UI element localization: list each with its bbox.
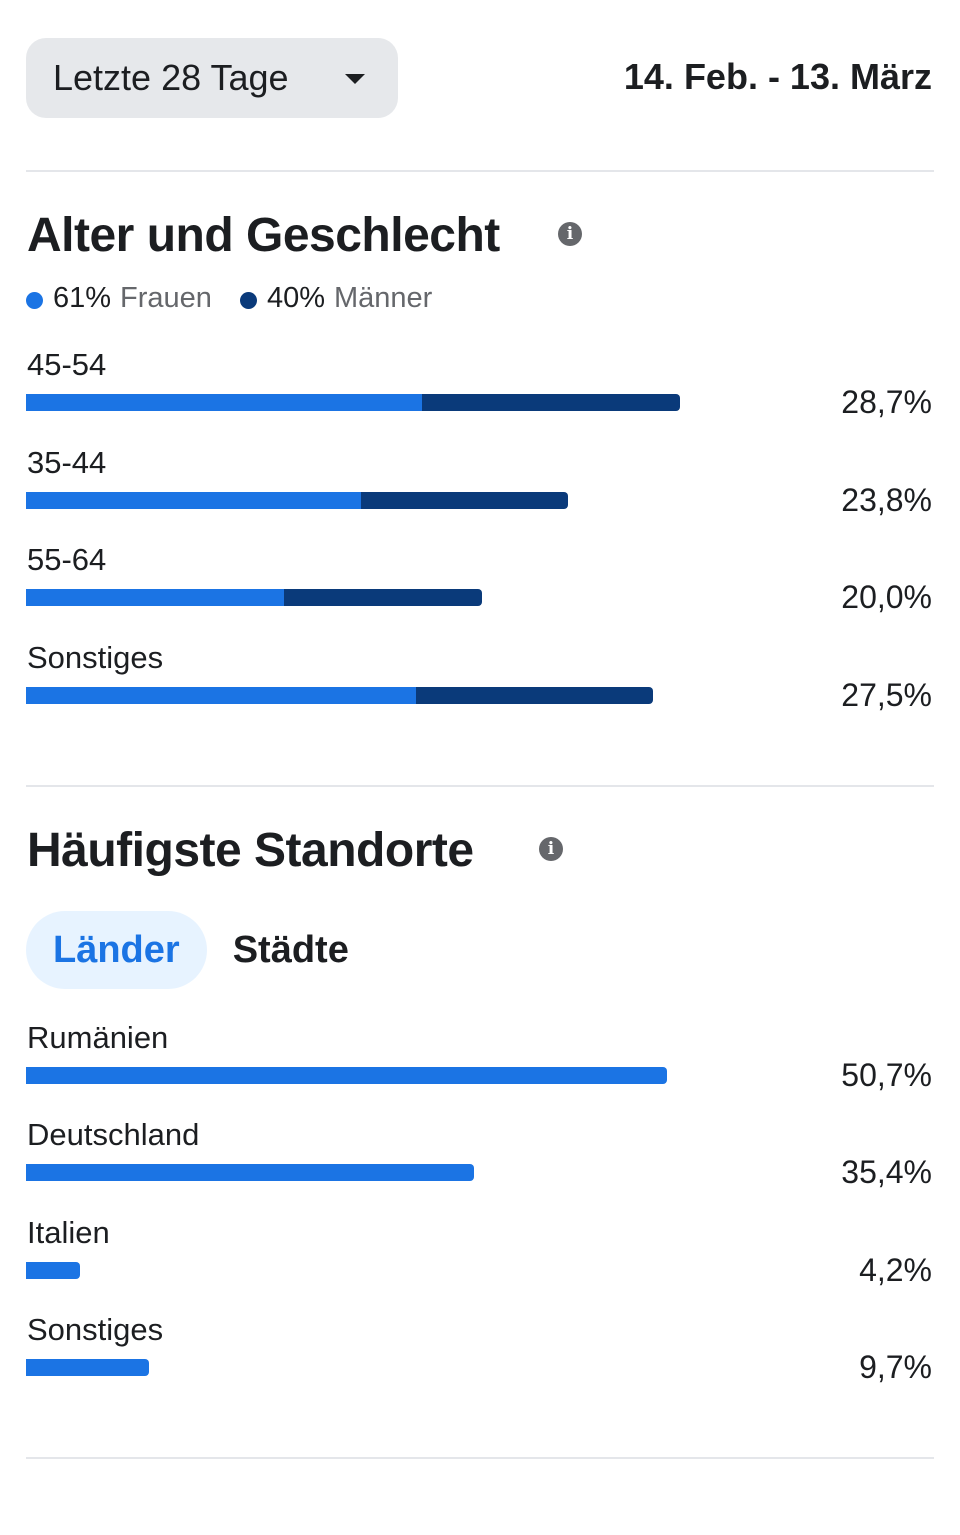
location-row-label: Italien [27,1215,110,1250]
age-bar [26,589,482,606]
age-row-label: 45-54 [27,347,107,382]
female-segment [26,589,284,606]
info-icon[interactable]: i [539,837,563,861]
age-row: Sonstiges 27,5% [26,640,932,720]
legend-female-pct: 61% [53,281,112,314]
age-row-percent: 23,8% [841,482,932,518]
female-segment [26,687,416,704]
gender-legend: 61% Frauen 40% Männer [26,280,460,316]
age-bar [26,492,569,509]
divider [26,1457,934,1459]
date-range-bar: Letzte 28 Tage 14. Feb. - 13. März [26,38,932,118]
info-icon[interactable]: i [558,222,582,246]
location-row-percent: 9,7% [859,1349,932,1385]
location-row-percent: 35,4% [841,1154,932,1190]
locations-title: Häufigste Standorte [27,824,474,877]
divider [26,785,934,787]
divider [26,170,934,172]
age-bar-track [26,687,786,704]
age-row: 45-54 28,7% [26,347,932,427]
legend-female-label: Frauen [120,281,212,314]
male-segment [415,687,653,704]
location-row: Deutschland 35,4% [26,1117,932,1197]
location-bar-track [26,1067,786,1084]
location-bar [26,1262,80,1279]
female-segment [26,492,362,509]
location-row-label: Rumänien [27,1020,169,1055]
age-row-label: Sonstiges [27,640,164,675]
tab-cities[interactable]: Städte [232,928,349,971]
age-bar [26,394,680,411]
age-row-percent: 28,7% [841,384,932,420]
location-tabs: Länder Städte [26,911,375,989]
legend-male-label: Männer [333,281,433,314]
female-segment [26,394,422,411]
legend-male-pct: 40% [266,281,325,314]
age-row-percent: 20,0% [841,579,932,615]
age-bar-track [26,492,786,509]
male-segment [421,394,680,411]
age-row-label: 55-64 [27,542,107,577]
location-row: Rumänien 50,7% [26,1020,932,1100]
location-bar-track [26,1359,786,1376]
date-range-dropdown-label: Letzte 28 Tage [53,57,289,98]
legend-item-female: 61% Frauen [26,282,212,315]
tab-countries[interactable]: Länder [26,911,207,989]
location-row-percent: 4,2% [859,1252,932,1288]
location-row-label: Sonstiges [27,1312,164,1347]
location-bar [26,1164,474,1181]
male-dot-icon [239,291,257,309]
age-row: 35-44 23,8% [26,445,932,525]
age-bar-track [26,394,786,411]
age-bar [26,687,653,704]
female-dot-icon [26,291,43,309]
date-range-text: 14. Feb. - 13. März [623,56,932,97]
age-row-label: 35-44 [27,445,107,480]
location-row: Sonstiges 9,7% [26,1312,932,1392]
location-bar [26,1359,149,1376]
location-bar [26,1067,667,1084]
location-row-percent: 50,7% [841,1057,932,1093]
male-segment [361,492,569,509]
male-segment [283,589,482,606]
age-gender-title: Alter und Geschlecht [27,209,500,262]
location-row: Italien 4,2% [26,1215,932,1295]
caret-down-icon [345,74,365,84]
date-range-dropdown[interactable]: Letzte 28 Tage [26,38,398,118]
location-bar-track [26,1262,786,1279]
age-row-percent: 27,5% [841,677,932,713]
age-row: 55-64 20,0% [26,542,932,622]
location-row-label: Deutschland [27,1117,200,1152]
location-bar-track [26,1164,786,1181]
legend-item-male: 40% Männer [239,281,433,315]
age-bar-track [26,589,786,606]
